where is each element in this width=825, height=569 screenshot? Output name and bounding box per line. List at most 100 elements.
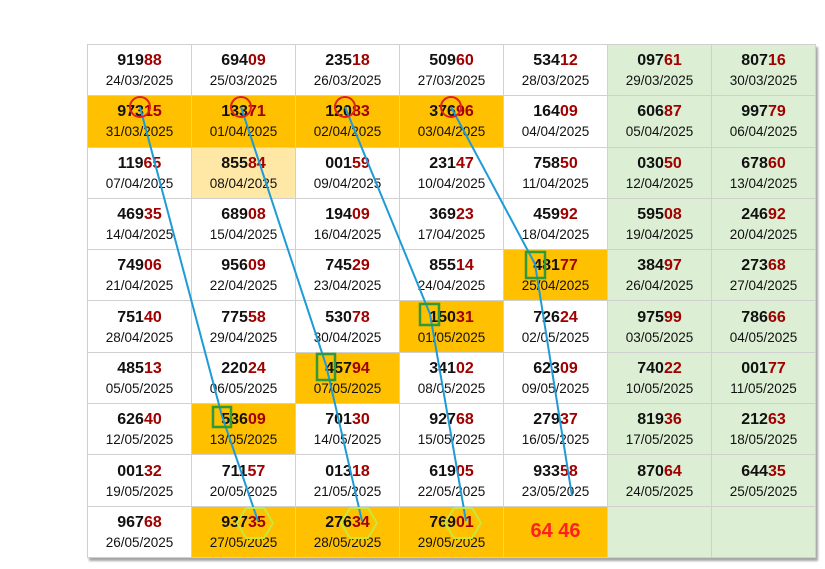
trailing-digits: 14 — [455, 257, 474, 275]
leading-digits: 933 — [533, 462, 560, 480]
result-number: 76901 — [400, 513, 503, 532]
result-date: 22/04/2025 — [209, 278, 278, 294]
result-date: 01/04/2025 — [209, 124, 278, 140]
leading-digits: 235 — [325, 52, 352, 70]
result-date: 02/05/2025 — [521, 329, 590, 345]
result-number: 87064 — [608, 462, 711, 481]
result-cell: 76901 29/05/2025 — [399, 505, 504, 558]
trailing-digits: 09 — [559, 103, 578, 121]
result-date: 11/04/2025 — [522, 175, 589, 191]
trailing-digits: 58 — [559, 462, 578, 480]
result-number: 75850 — [504, 154, 607, 173]
leading-digits: 689 — [221, 206, 248, 224]
trailing-digits: 09 — [559, 359, 578, 377]
leading-digits: 855 — [429, 257, 456, 275]
result-number: 75140 — [88, 308, 191, 327]
result-cell: 03050 12/04/2025 — [607, 146, 712, 199]
trailing-digits: 84 — [247, 154, 266, 172]
trailing-digits: 12 — [559, 52, 578, 70]
leading-digits: 711 — [221, 462, 248, 480]
result-date: 13/04/2025 — [729, 175, 798, 191]
trailing-digits: 09 — [351, 206, 370, 224]
leading-digits: 619 — [429, 462, 456, 480]
trailing-digits: 87 — [663, 103, 682, 121]
result-date: 30/03/2025 — [729, 73, 798, 89]
leading-digits: 870 — [637, 462, 664, 480]
leading-digits: 807 — [741, 52, 768, 70]
result-cell: 00159 09/04/2025 — [295, 146, 400, 199]
result-cell: 72624 02/05/2025 — [503, 300, 608, 353]
result-cell: 75140 28/04/2025 — [87, 300, 192, 353]
result-date: 19/05/2025 — [105, 483, 174, 499]
leading-digits: 485 — [117, 359, 144, 377]
result-cell: 46935 14/04/2025 — [87, 197, 192, 251]
result-date: 08/05/2025 — [417, 380, 486, 396]
result-cell: 80716 30/03/2025 — [711, 43, 816, 97]
result-number: 12083 — [296, 102, 399, 121]
leading-digits: 469 — [117, 206, 144, 224]
result-cell: 23518 26/03/2025 — [295, 43, 400, 97]
leading-digits: 740 — [637, 359, 664, 377]
result-cell: 97599 03/05/2025 — [607, 300, 712, 353]
result-number: 60687 — [608, 102, 711, 121]
leading-digits: 701 — [325, 411, 352, 429]
result-date: 28/03/2025 — [521, 73, 590, 89]
trailing-digits: 68 — [455, 411, 474, 429]
result-number: 96768 — [88, 513, 191, 532]
trailing-digits: 24 — [559, 308, 578, 326]
leading-digits: 341 — [429, 359, 456, 377]
result-number: 45992 — [504, 205, 607, 224]
result-number: 23518 — [296, 51, 399, 70]
table-row: 74906 21/04/2025 95609 22/04/2025 74529 23/04… — [87, 249, 816, 302]
result-cell: 71157 20/05/2025 — [191, 454, 296, 507]
leading-digits: 246 — [741, 206, 768, 224]
result-cell: 67860 13/04/2025 — [711, 146, 816, 199]
result-date: 23/04/2025 — [313, 278, 382, 294]
trailing-digits: 16 — [767, 52, 786, 70]
table-row: 97315 31/03/2025 13371 01/04/2025 12083 02/04… — [87, 95, 816, 148]
result-date: 17/04/2025 — [417, 227, 486, 243]
result-cell: 74906 21/04/2025 — [87, 249, 192, 302]
result-number: 74529 — [296, 256, 399, 275]
result-cell: 00177 11/05/2025 — [711, 351, 816, 405]
result-number: 64435 — [712, 462, 815, 481]
leading-digits: 973 — [117, 103, 144, 121]
leading-digits: 623 — [533, 359, 560, 377]
leading-digits: 644 — [741, 462, 768, 480]
result-number: 19409 — [296, 205, 399, 224]
result-cell: 45992 18/04/2025 — [503, 197, 608, 251]
trailing-digits: 32 — [143, 462, 162, 480]
trailing-digits: 63 — [767, 411, 786, 429]
result-cell: 11965 07/04/2025 — [87, 146, 192, 199]
trailing-digits: 50 — [663, 154, 682, 172]
result-number: 69409 — [192, 51, 295, 70]
result-number: 81936 — [608, 410, 711, 429]
leading-digits: 013 — [325, 462, 352, 480]
result-number: 93735 — [192, 513, 295, 532]
trailing-digits: 65 — [143, 154, 162, 172]
result-date: 26/04/2025 — [625, 278, 694, 294]
table-row: 75140 28/04/2025 77558 29/04/2025 53078 30/04… — [87, 300, 816, 353]
leading-digits: 097 — [637, 52, 664, 70]
leading-digits: 975 — [637, 308, 664, 326]
result-date: 06/05/2025 — [209, 380, 278, 396]
result-cell: 13371 01/04/2025 — [191, 95, 296, 148]
trailing-digits: 18 — [351, 462, 370, 480]
result-date: 27/05/2025 — [209, 534, 278, 550]
result-number: 97315 — [88, 102, 191, 121]
leading-digits: 220 — [221, 359, 248, 377]
result-number: 22024 — [192, 359, 295, 378]
leading-digits: 606 — [637, 103, 664, 121]
result-cell: 50960 27/03/2025 — [399, 43, 504, 97]
trailing-digits: 01 — [455, 513, 474, 531]
result-number: 95609 — [192, 256, 295, 275]
result-number: 85584 — [192, 154, 295, 173]
result-cell: 21263 18/05/2025 — [711, 403, 816, 456]
result-date: 28/04/2025 — [105, 329, 174, 345]
result-date: 30/04/2025 — [313, 329, 382, 345]
result-date: 13/05/2025 — [209, 432, 278, 448]
result-cell: 60687 05/04/2025 — [607, 95, 712, 148]
result-number: 34102 — [400, 359, 503, 378]
result-date: 07/05/2025 — [313, 380, 382, 396]
result-number: 00177 — [712, 359, 815, 378]
